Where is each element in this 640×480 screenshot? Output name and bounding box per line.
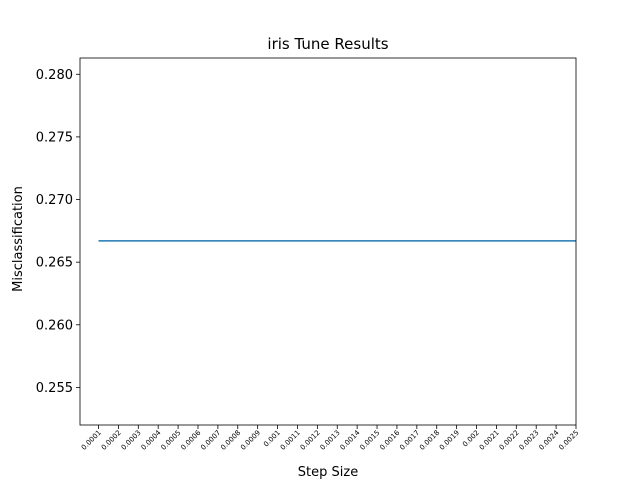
y-tick-label: 0.270: [36, 193, 73, 208]
axes-frame: [79, 57, 577, 426]
y-tick-label: 0.275: [36, 130, 73, 145]
y-axis-label: Misclassification: [11, 186, 26, 292]
x-axis-label: Step Size: [298, 465, 358, 480]
y-tick-label: 0.255: [36, 381, 73, 396]
chart-title: iris Tune Results: [267, 35, 388, 53]
y-tick-label: 0.260: [36, 318, 73, 333]
y-tick-label: 0.280: [36, 68, 73, 83]
y-tick-label: 0.265: [36, 256, 73, 271]
